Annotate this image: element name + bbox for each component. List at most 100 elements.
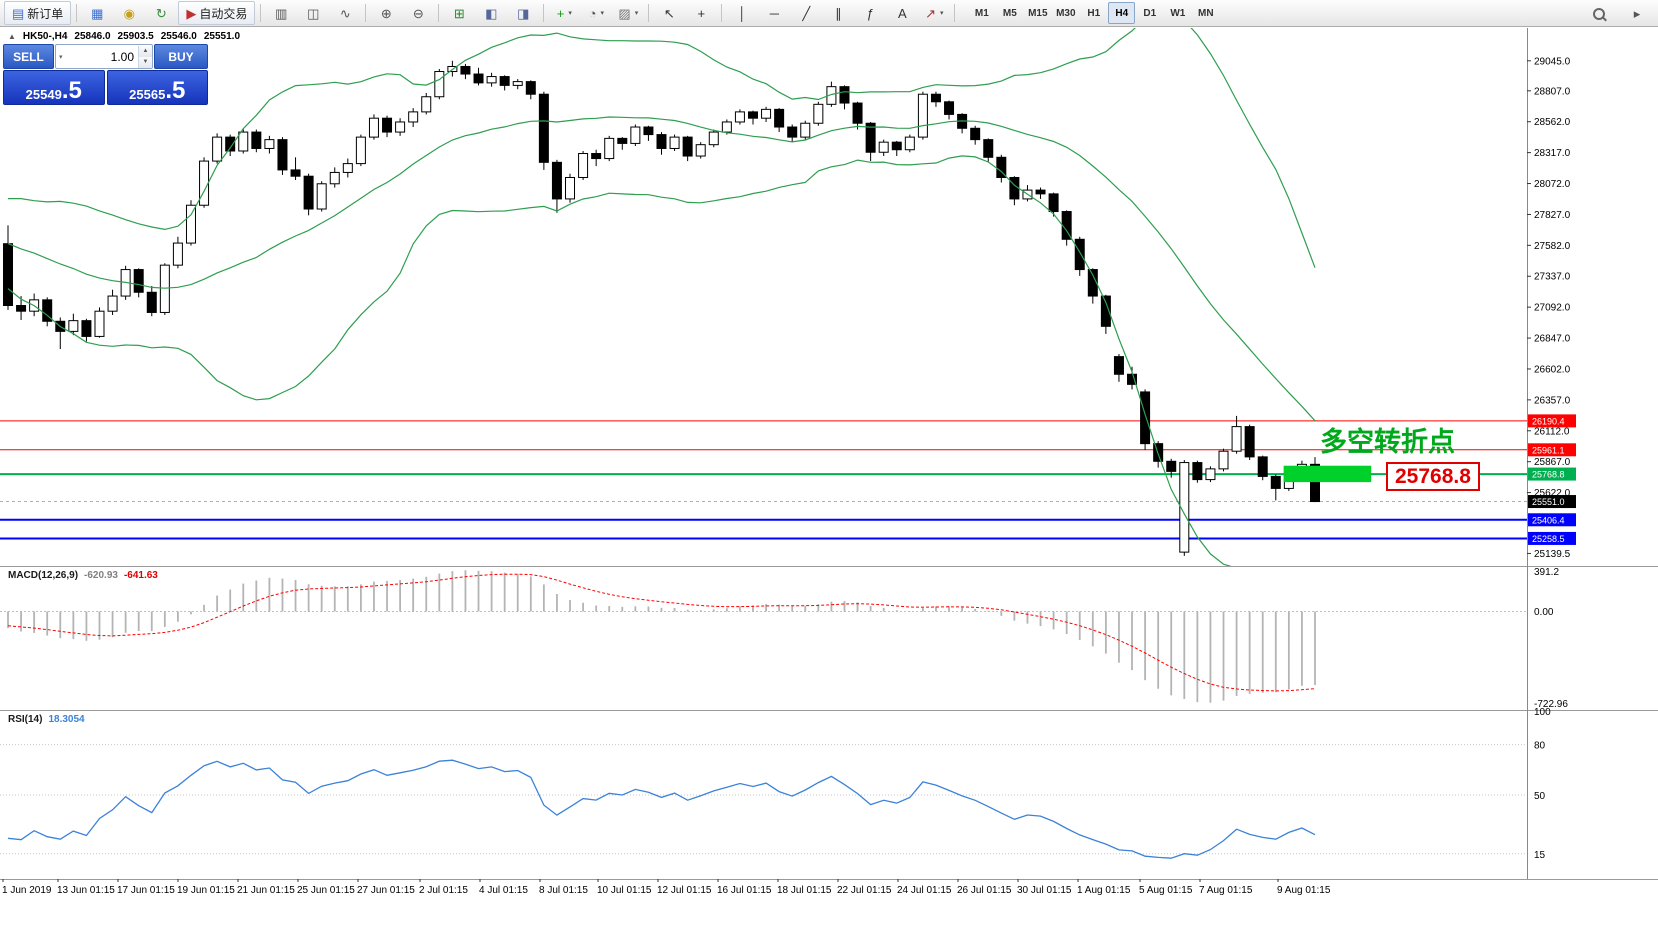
text-button[interactable]: A [887,1,917,25]
channel-button[interactable]: ∥ [823,1,853,25]
sell-button[interactable]: SELL [3,44,54,69]
symbol-name: HK50-,H4 [22,31,68,42]
candle [355,134,366,167]
cursor-button[interactable]: ↖ [654,1,684,25]
zoom-in-button[interactable]: ⊕ [371,1,401,25]
svg-text:25961.1: 25961.1 [1532,445,1565,455]
rsi-label: RSI(14) 18.3054 [8,714,85,725]
ohlc-high: 25903.5 [117,31,154,42]
time-label: 1 Aug 01:15 [1077,885,1131,896]
price-axis[interactable]: 29045.0 28807.0 28562.0 28317.0 28072.0 27827… [1527,56,1571,560]
periods-button[interactable]: ◔ ▾ [581,1,611,25]
arrows-button[interactable]: ↗ ▾ [919,1,949,25]
one-click-collapse-icon[interactable]: ▲ [8,32,16,41]
timeframe-h4[interactable]: H4 [1108,2,1136,24]
svg-text:25406.4: 25406.4 [1532,515,1565,525]
time-label: 17 Jun 01:15 [117,885,175,896]
candle [94,307,105,338]
candle [1270,474,1281,501]
bar-chart-icon: ▥ [275,5,288,21]
candles-icon: ◫ [307,5,320,21]
timeframe-m1[interactable]: M1 [974,7,989,19]
candle [852,101,863,130]
time-label: 30 Jul 01:15 [1017,885,1072,896]
price-tick-label: 28072.0 [1534,179,1571,190]
bollinger-middle-band[interactable] [7,116,1316,422]
market-watch-button[interactable]: ◉ [114,1,144,25]
time-label: 10 Jul 01:15 [597,885,652,896]
indicators-button[interactable]: + ▾ [549,1,579,25]
new-order-button[interactable]: ▤ 新订单 [4,1,72,25]
cursor-icon: ↖ [663,5,675,21]
refresh-button[interactable]: ↻ [146,1,176,25]
timeframe-m15[interactable]: M15 [1028,7,1048,19]
candle [930,91,941,107]
candle [146,285,157,317]
new-order-icon: ▤ [12,5,25,21]
line-chart-button[interactable]: ∿ [330,1,360,25]
templates-button[interactable]: ▨ ▾ [613,1,643,25]
zoom-out-button[interactable]: ⊖ [403,1,433,25]
candle [551,159,562,213]
volume-box: ▾ ▲ ▼ [55,44,153,69]
buy-price-panel[interactable]: 25565 .5 [106,70,208,105]
trendline-icon: ╱ [802,5,811,21]
volume-input[interactable] [65,48,138,65]
candle [1061,210,1072,246]
horizontal-line-button[interactable]: ─ [759,1,789,25]
candlestick-chart-button[interactable]: ◫ [298,1,328,25]
ohlc-close: 25551.0 [203,31,241,42]
volume-dropdown-icon[interactable]: ▾ [59,53,63,61]
rsi-axis-label: 15 [1534,850,1546,861]
volume-down-button[interactable]: ▼ [139,56,152,68]
timeframe-w1[interactable]: W1 [1170,7,1186,19]
buy-button[interactable]: BUY [154,44,208,69]
bollinger-upper-band[interactable] [8,8,1316,268]
tile-windows-button[interactable]: ◧ [476,1,506,25]
time-label: 19 Jun 01:15 [177,885,235,896]
trendline-button[interactable]: ╱ [791,1,821,25]
candle [133,268,144,298]
timeframe-h1[interactable]: H1 [1087,7,1101,19]
cascade-windows-button[interactable]: ◨ [508,1,538,25]
search-button[interactable] [1584,2,1614,26]
time-label: 27 Jun 01:15 [357,885,415,896]
candle [800,120,811,140]
candle [81,318,92,342]
autotrading-button[interactable]: ▶ 自动交易 [178,1,256,25]
candle [878,139,889,157]
charts-window-button[interactable]: ▦ [82,1,112,25]
fibonacci-button[interactable]: ƒ [855,1,885,25]
candle [1179,460,1190,556]
candle [957,113,968,134]
timeframe-d1[interactable]: D1 [1143,7,1157,19]
volume-up-button[interactable]: ▲ [139,45,152,57]
time-label: 13 Jun 01:15 [57,885,115,896]
highlight-rectangle[interactable] [1283,465,1372,483]
crosshair-button[interactable]: + [686,1,716,25]
quotes-grid-button[interactable]: ⊞ [444,1,474,25]
time-axis[interactable]: 1 Jun 2019 13 Jun 01:15 17 Jun 01:15 19 Jun… [2,879,1331,896]
candle [747,110,758,125]
candle [316,181,327,212]
price-callout[interactable]: 25768.8 [1386,462,1480,491]
price-tick-label: 25139.5 [1534,549,1571,560]
price-badge: 25961.1 [1528,443,1576,457]
time-label: 4 Jul 01:15 [479,885,528,896]
bollinger-lower-band[interactable] [7,155,1315,588]
sell-price-panel[interactable]: 25549 .5 [3,70,105,105]
turning-point-note[interactable]: 多空转折点 [1320,427,1455,457]
candle [865,121,876,162]
price-tick-label: 28807.0 [1534,86,1571,97]
toolbar-separator [648,4,650,22]
vertical-line-button[interactable]: │ [727,1,757,25]
macd-histogram [7,570,1316,703]
chart-shift-button[interactable]: ▸ [1622,2,1652,26]
bar-chart-button[interactable]: ▥ [266,1,296,25]
timeframe-mn[interactable]: MN [1198,7,1214,19]
timeframe-m5[interactable]: M5 [1002,7,1017,19]
timeframe-m30[interactable]: M30 [1056,7,1076,19]
candle [499,75,510,91]
price-pane[interactable] [0,8,1527,588]
